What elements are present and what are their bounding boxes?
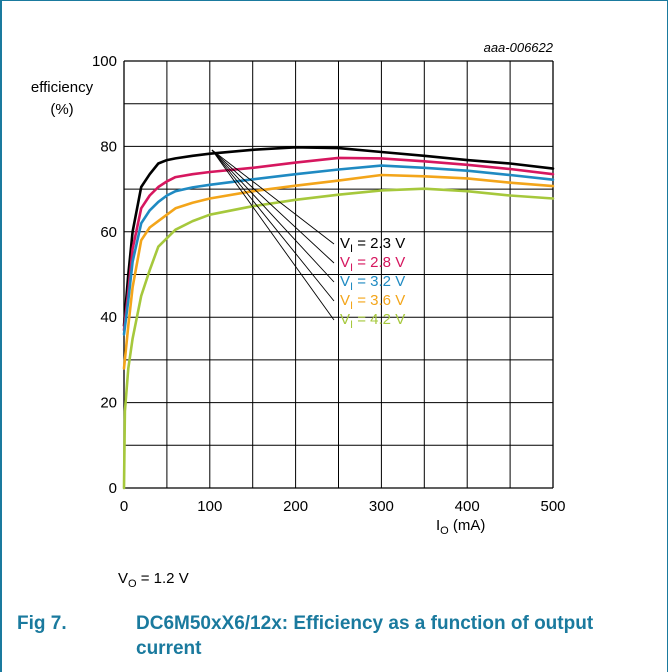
chart-curves bbox=[122, 146, 555, 490]
legend-label: VI = 2.3 V bbox=[340, 235, 405, 255]
legend-label: VI = 3.6 V bbox=[340, 292, 405, 312]
x-axis-label: IO (mA) bbox=[436, 517, 485, 537]
condition-symbol: V bbox=[118, 570, 129, 587]
leader-line bbox=[211, 149, 335, 245]
x-tick-label: 200 bbox=[283, 498, 308, 515]
y-tick-label: 20 bbox=[100, 395, 117, 412]
condition-value: = 1.2 V bbox=[136, 570, 189, 587]
y-tick-label: 80 bbox=[100, 138, 117, 155]
series-line-5 bbox=[122, 187, 555, 490]
figure-code: aaa-006622 bbox=[484, 40, 554, 55]
legend-label: VI = 2.8 V bbox=[340, 254, 405, 274]
leader-line bbox=[211, 149, 335, 321]
y-tick-label: 60 bbox=[100, 224, 117, 241]
chart-grid bbox=[123, 60, 554, 489]
condition-label: VO = 1.2 V bbox=[118, 570, 189, 590]
y-tick-label: 0 bbox=[109, 480, 117, 497]
figure-frame-top-border bbox=[0, 0, 668, 1]
legend-label: VI = 3.2 V bbox=[340, 273, 405, 293]
x-tick-label: 0 bbox=[120, 498, 128, 515]
leader-line bbox=[211, 149, 335, 283]
x-tick-label: 500 bbox=[540, 498, 565, 515]
figure-number: Fig 7. bbox=[17, 613, 67, 634]
y-axis-label: efficiency bbox=[31, 79, 94, 96]
x-tick-label: 400 bbox=[455, 498, 480, 515]
legend-leader-lines bbox=[211, 149, 335, 321]
condition-subscript: O bbox=[128, 578, 137, 590]
x-tick-label: 100 bbox=[197, 498, 222, 515]
x-tick-label: 300 bbox=[369, 498, 394, 515]
series-line-3 bbox=[122, 164, 555, 336]
y-axis-unit: (%) bbox=[50, 101, 73, 118]
y-tick-label: 100 bbox=[92, 53, 117, 70]
series-line-1 bbox=[122, 146, 555, 327]
chart-labels: 0 100 200 300 400 500 0 20 40 60 80 100 efficiency (%… bbox=[31, 53, 566, 537]
series-line-4 bbox=[122, 173, 555, 370]
leader-line bbox=[211, 149, 335, 302]
y-tick-label: 40 bbox=[100, 309, 117, 326]
series-line-2 bbox=[122, 156, 555, 332]
legend-label: VI = 4.2 V bbox=[340, 311, 405, 331]
figure-caption-text: DC6M50xX6/12x: Efficiency as a function … bbox=[136, 613, 594, 659]
leader-line bbox=[211, 149, 335, 264]
figure-frame-left-border bbox=[0, 0, 2, 672]
efficiency-chart: 0 100 200 300 400 500 0 20 40 60 80 100 efficiency (%… bbox=[31, 40, 566, 537]
